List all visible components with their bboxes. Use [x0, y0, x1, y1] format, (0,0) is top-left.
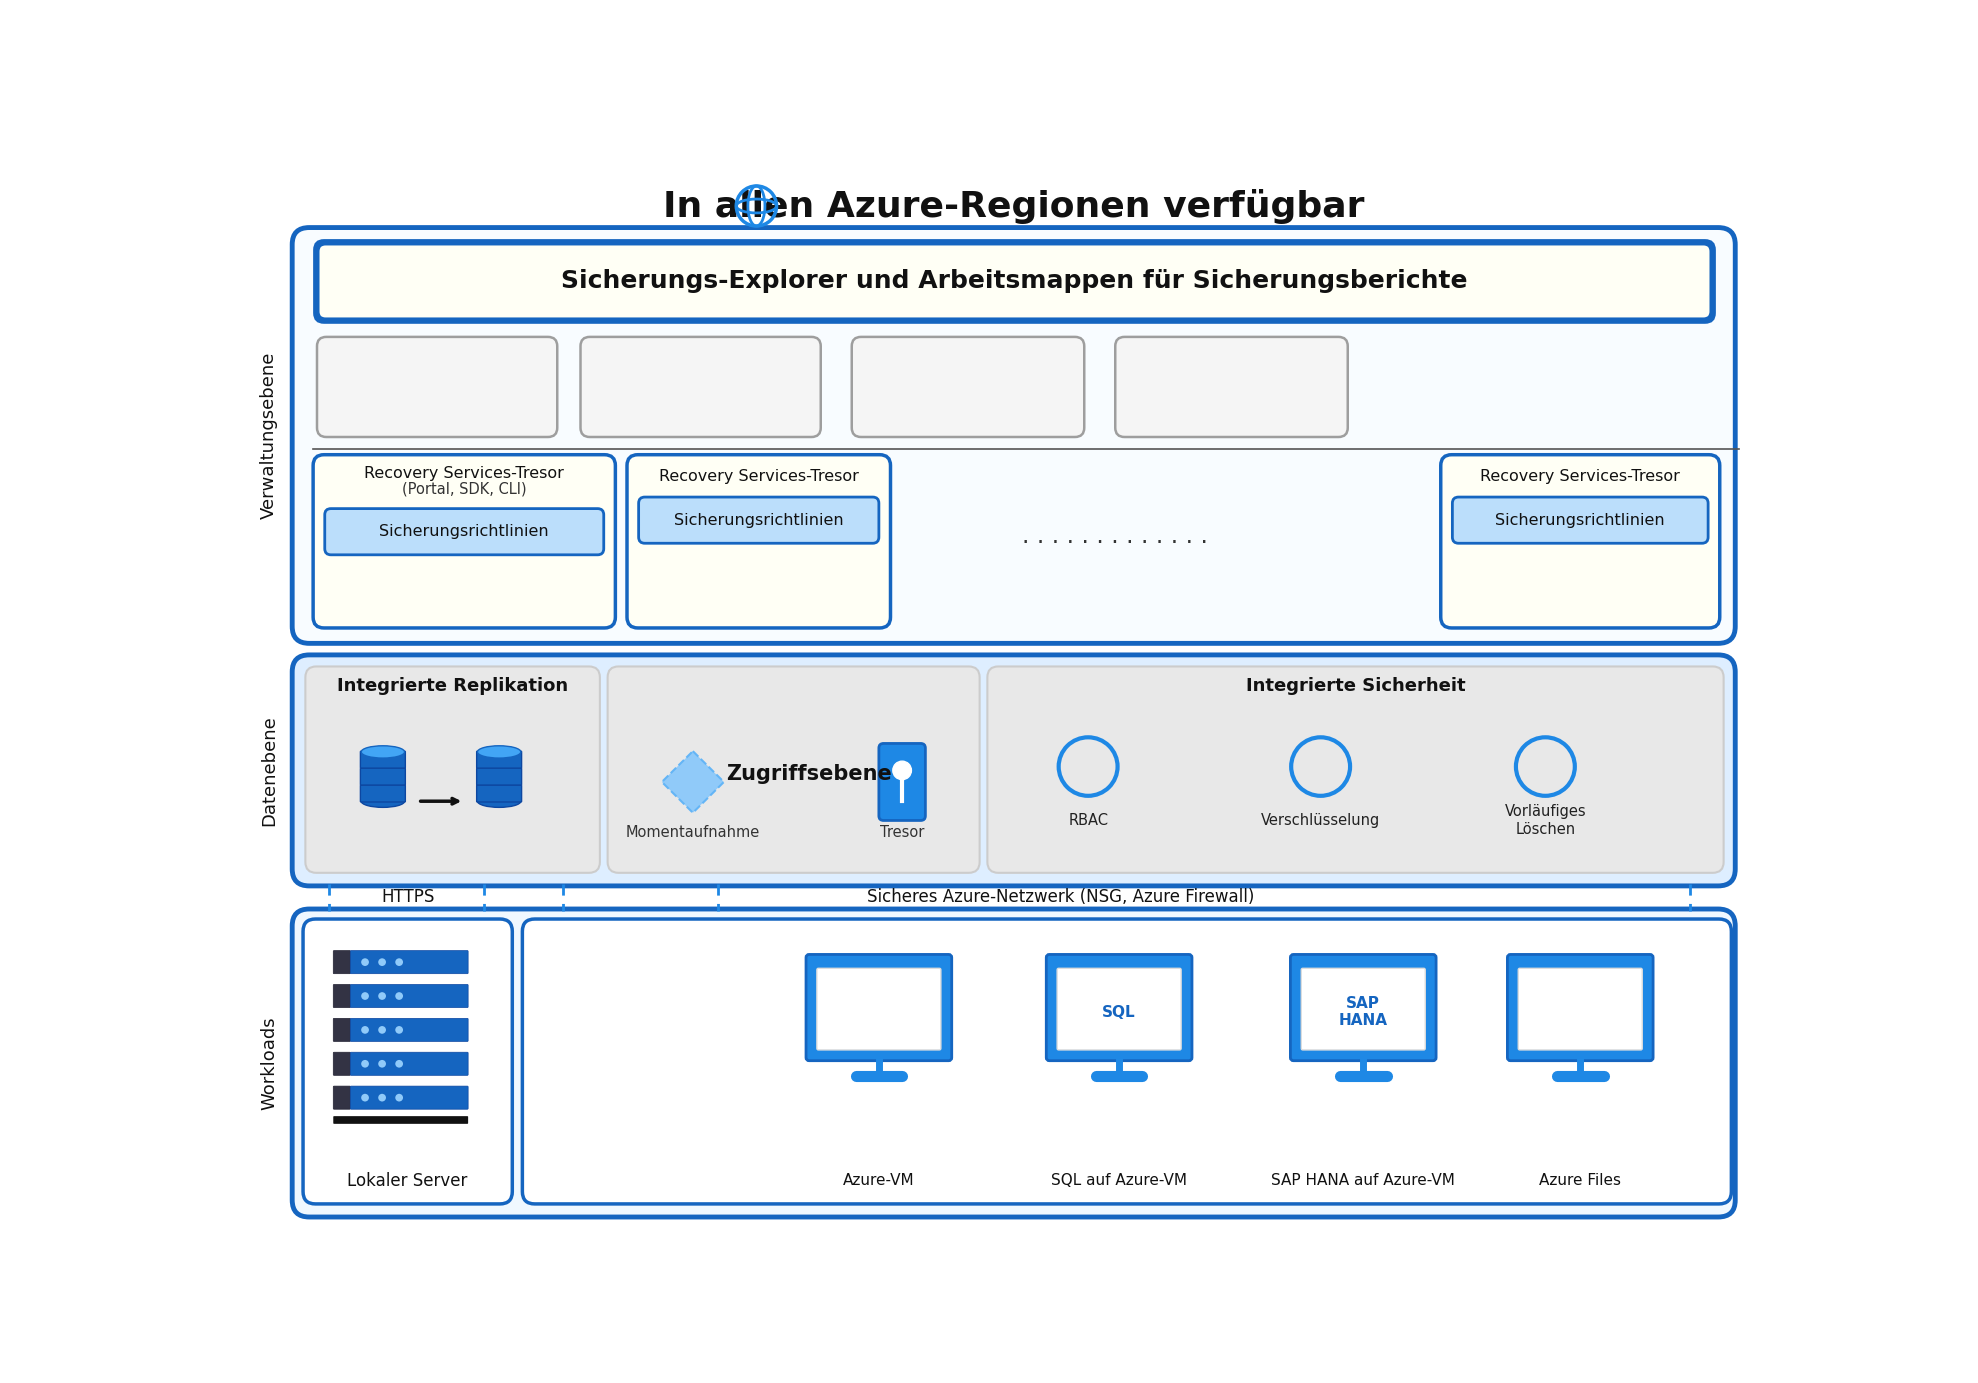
FancyBboxPatch shape [1440, 455, 1719, 628]
Text: HTTPS: HTTPS [382, 888, 435, 906]
Circle shape [396, 1094, 404, 1101]
FancyBboxPatch shape [350, 1052, 469, 1076]
FancyBboxPatch shape [293, 228, 1735, 643]
FancyBboxPatch shape [1290, 954, 1436, 1061]
Text: · · · · · · · · · · · · ·: · · · · · · · · · · · · · [1023, 531, 1209, 555]
Circle shape [892, 761, 912, 780]
Text: Zugriffsebene: Zugriffsebene [726, 765, 892, 784]
Text: Integrierte Replikation: Integrierte Replikation [336, 676, 568, 694]
FancyBboxPatch shape [1452, 496, 1709, 544]
Text: SQL: SQL [1102, 1004, 1135, 1019]
Text: Sicherungsrichtlinien: Sicherungsrichtlinien [1495, 513, 1665, 528]
Text: Sicherungs-Explorer und Arbeitsmappen für Sicherungsberichte: Sicherungs-Explorer und Arbeitsmappen fü… [562, 270, 1468, 293]
Text: SAP HANA auf Azure-VM: SAP HANA auf Azure-VM [1272, 1173, 1456, 1188]
Text: Verschlüsselung: Verschlüsselung [1262, 813, 1381, 828]
FancyBboxPatch shape [313, 239, 1715, 324]
FancyBboxPatch shape [350, 1086, 469, 1109]
FancyBboxPatch shape [639, 496, 878, 544]
Polygon shape [663, 751, 724, 813]
FancyBboxPatch shape [332, 1116, 469, 1124]
FancyBboxPatch shape [1056, 968, 1181, 1050]
FancyBboxPatch shape [303, 920, 512, 1205]
Text: Azure Files: Azure Files [1539, 1173, 1622, 1188]
FancyBboxPatch shape [293, 656, 1735, 887]
Text: Integrierte Sicherheit: Integrierte Sicherheit [1246, 676, 1466, 694]
FancyBboxPatch shape [332, 985, 350, 1008]
Text: Recovery Services-Tresor: Recovery Services-Tresor [364, 466, 564, 481]
Ellipse shape [477, 795, 520, 808]
Text: Momentaufnahme: Momentaufnahme [625, 824, 760, 839]
Circle shape [362, 992, 370, 1000]
FancyBboxPatch shape [805, 954, 951, 1061]
FancyBboxPatch shape [987, 667, 1723, 873]
Circle shape [396, 992, 404, 1000]
Ellipse shape [477, 745, 520, 758]
FancyBboxPatch shape [324, 509, 603, 555]
Ellipse shape [362, 745, 405, 758]
Text: (Portal, SDK, CLI): (Portal, SDK, CLI) [402, 481, 526, 496]
FancyBboxPatch shape [332, 1018, 350, 1041]
FancyBboxPatch shape [360, 751, 405, 768]
FancyBboxPatch shape [1116, 337, 1347, 437]
Circle shape [362, 1026, 370, 1033]
Circle shape [396, 958, 404, 965]
Text: Lokaler Server: Lokaler Server [348, 1171, 469, 1189]
Text: Workloads: Workloads [259, 1017, 279, 1109]
FancyBboxPatch shape [350, 1018, 469, 1041]
Text: Tresor: Tresor [880, 824, 924, 839]
FancyBboxPatch shape [316, 337, 558, 437]
FancyBboxPatch shape [477, 786, 522, 802]
FancyBboxPatch shape [313, 455, 615, 628]
Text: In allen Azure-Regionen verfügbar: In allen Azure-Regionen verfügbar [663, 188, 1365, 224]
FancyBboxPatch shape [627, 455, 890, 628]
Circle shape [362, 958, 370, 965]
FancyBboxPatch shape [1046, 954, 1193, 1061]
FancyBboxPatch shape [817, 968, 942, 1050]
FancyBboxPatch shape [580, 337, 821, 437]
Circle shape [378, 1094, 386, 1101]
Text: Recovery Services-Tresor: Recovery Services-Tresor [1480, 469, 1679, 484]
Circle shape [378, 1026, 386, 1033]
Text: Datenebene: Datenebene [259, 715, 279, 826]
Text: Sicherungsrichtlinien: Sicherungsrichtlinien [380, 524, 550, 539]
FancyBboxPatch shape [332, 950, 350, 974]
FancyBboxPatch shape [1519, 968, 1642, 1050]
Circle shape [378, 1059, 386, 1068]
Circle shape [362, 1059, 370, 1068]
Ellipse shape [362, 795, 405, 808]
FancyBboxPatch shape [318, 243, 1711, 319]
Text: Sicheres Azure-Netzwerk (NSG, Azure Firewall): Sicheres Azure-Netzwerk (NSG, Azure Fire… [866, 888, 1254, 906]
FancyBboxPatch shape [360, 786, 405, 802]
Text: Vorläufiges
Löschen: Vorläufiges Löschen [1505, 805, 1586, 837]
Text: Recovery Services-Tresor: Recovery Services-Tresor [659, 469, 858, 484]
Text: Verwaltungsebene: Verwaltungsebene [259, 351, 279, 519]
FancyBboxPatch shape [607, 667, 979, 873]
FancyBboxPatch shape [332, 1052, 350, 1076]
Circle shape [378, 958, 386, 965]
FancyBboxPatch shape [332, 1086, 350, 1109]
FancyBboxPatch shape [1507, 954, 1654, 1061]
Text: Azure-VM: Azure-VM [843, 1173, 914, 1188]
FancyBboxPatch shape [1302, 968, 1426, 1050]
Circle shape [396, 1059, 404, 1068]
Text: SQL auf Azure-VM: SQL auf Azure-VM [1050, 1173, 1187, 1188]
FancyBboxPatch shape [522, 920, 1731, 1205]
FancyBboxPatch shape [360, 768, 405, 786]
FancyBboxPatch shape [477, 768, 522, 786]
FancyBboxPatch shape [293, 909, 1735, 1217]
Circle shape [362, 1094, 370, 1101]
FancyBboxPatch shape [350, 950, 469, 974]
Circle shape [378, 992, 386, 1000]
Text: Sicherungsrichtlinien: Sicherungsrichtlinien [674, 513, 843, 528]
Text: SAP
HANA: SAP HANA [1339, 996, 1389, 1029]
FancyBboxPatch shape [477, 751, 522, 768]
Text: RBAC: RBAC [1068, 813, 1108, 828]
FancyBboxPatch shape [878, 744, 926, 820]
Circle shape [396, 1026, 404, 1033]
FancyBboxPatch shape [350, 985, 469, 1008]
FancyBboxPatch shape [305, 667, 599, 873]
FancyBboxPatch shape [853, 337, 1084, 437]
